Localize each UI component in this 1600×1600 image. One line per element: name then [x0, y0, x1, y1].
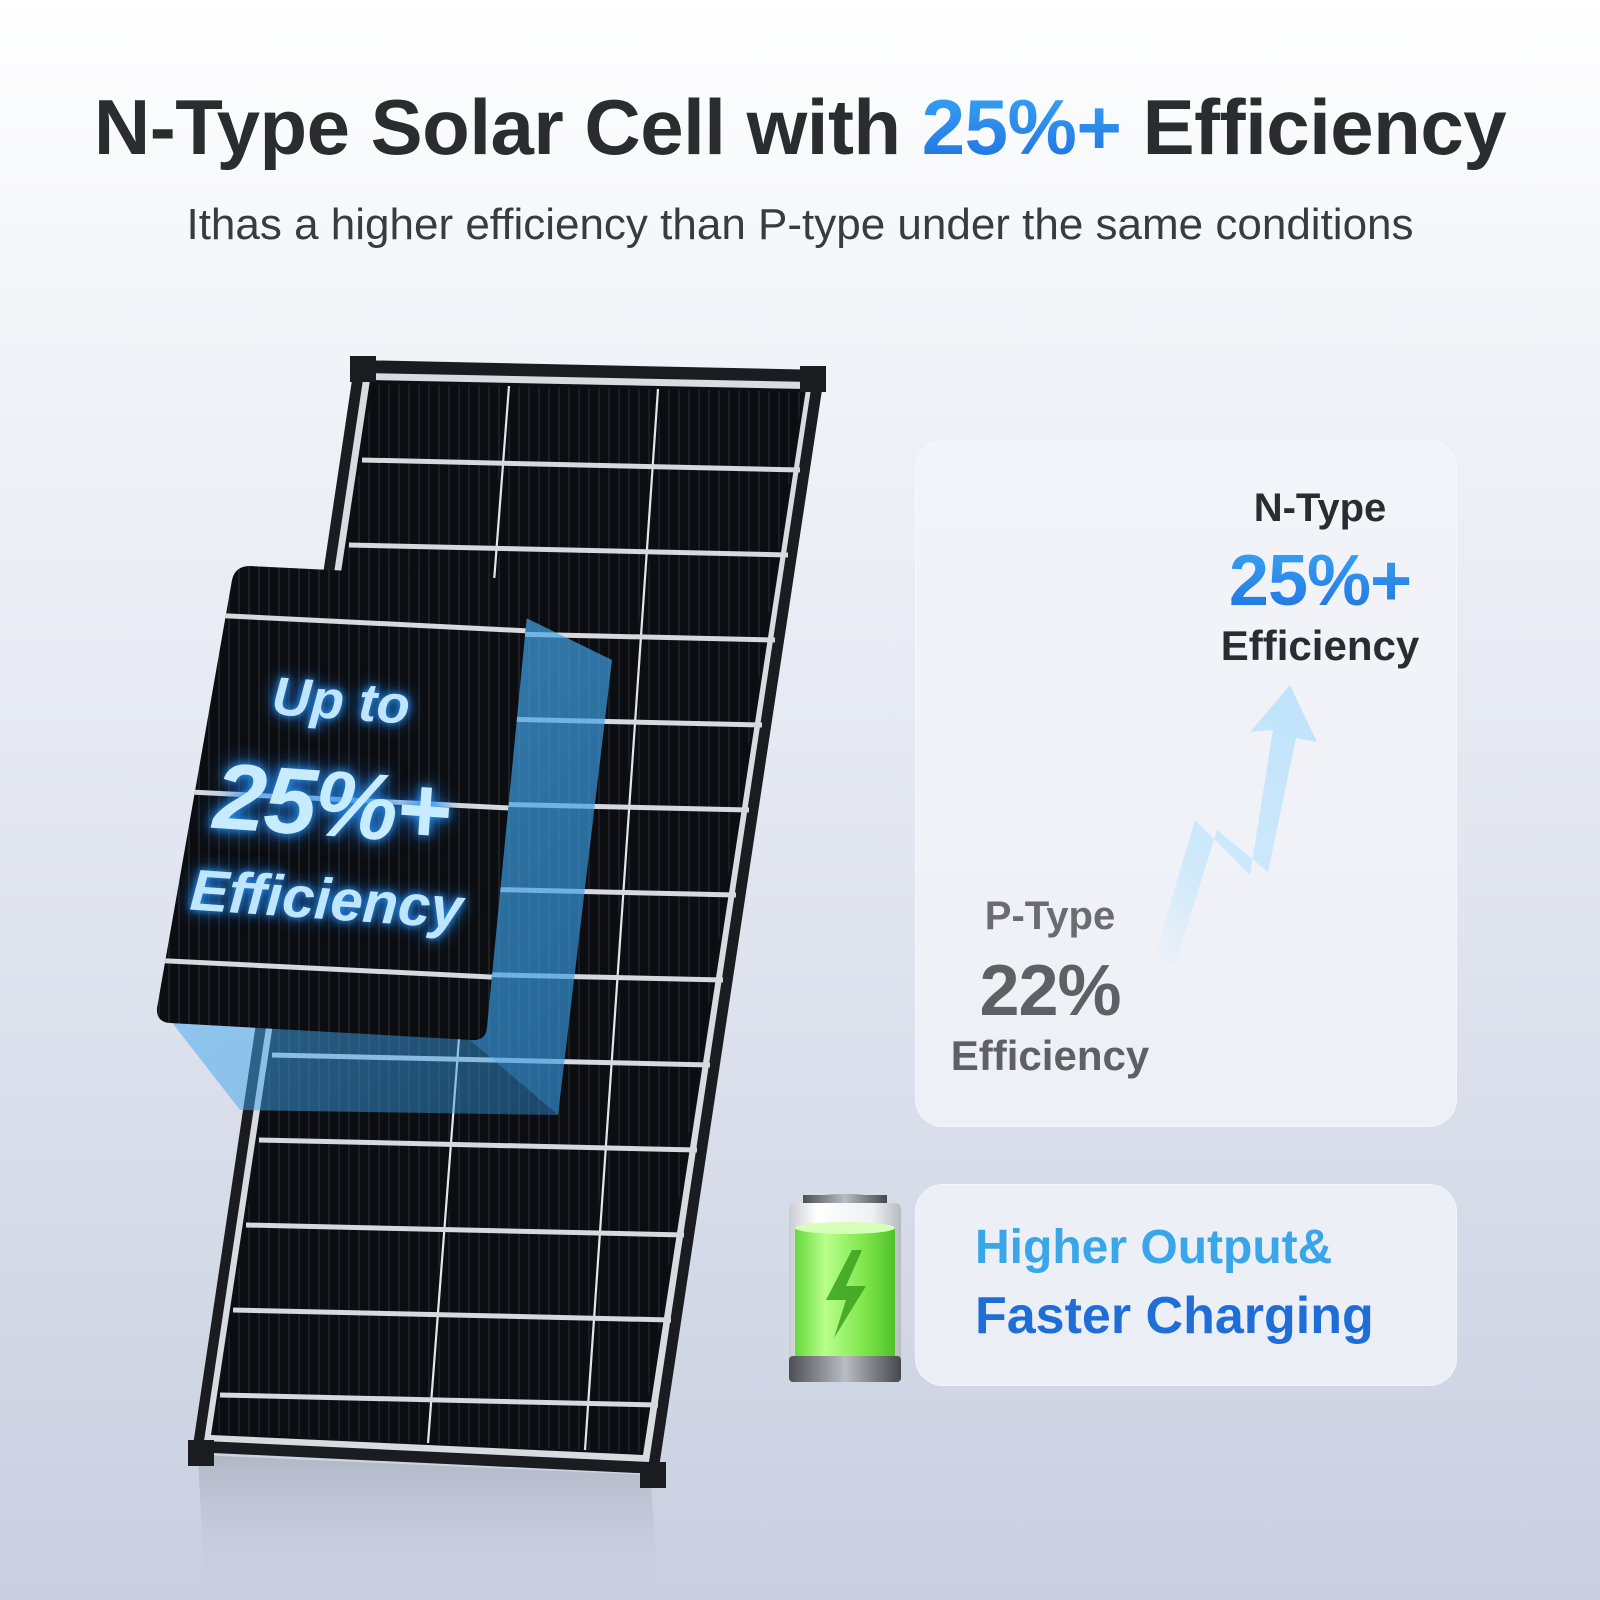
page-title: N-Type Solar Cell with 25%+ Efficiency	[0, 82, 1600, 173]
output-line-1: Higher Output&	[975, 1221, 1333, 1274]
output-charging-card	[915, 1184, 1457, 1386]
title-accent: 25%+	[921, 83, 1122, 171]
efficiency-comparison-card	[915, 440, 1457, 1127]
page-subtitle: Ithas a higher efficiency than P-type un…	[186, 200, 1414, 249]
callout-up-to: Up to	[270, 666, 412, 736]
p-type-value: 22%	[979, 951, 1121, 1031]
panel-reflection	[198, 1455, 660, 1600]
title-part2: Efficiency	[1121, 83, 1507, 171]
battery-icon	[789, 1194, 901, 1382]
p-type-label: P-Type	[984, 894, 1116, 938]
p-type-caption: Efficiency	[950, 1032, 1150, 1079]
title-part1: N-Type Solar Cell with	[93, 83, 922, 171]
n-type-value: 25%+	[1190, 540, 1450, 622]
callout-percentage: 25%+	[210, 742, 453, 865]
output-line-2: Faster Charging	[975, 1287, 1374, 1345]
n-type-label: N-Type	[1253, 486, 1387, 530]
n-type-caption: Efficiency	[1220, 622, 1420, 669]
